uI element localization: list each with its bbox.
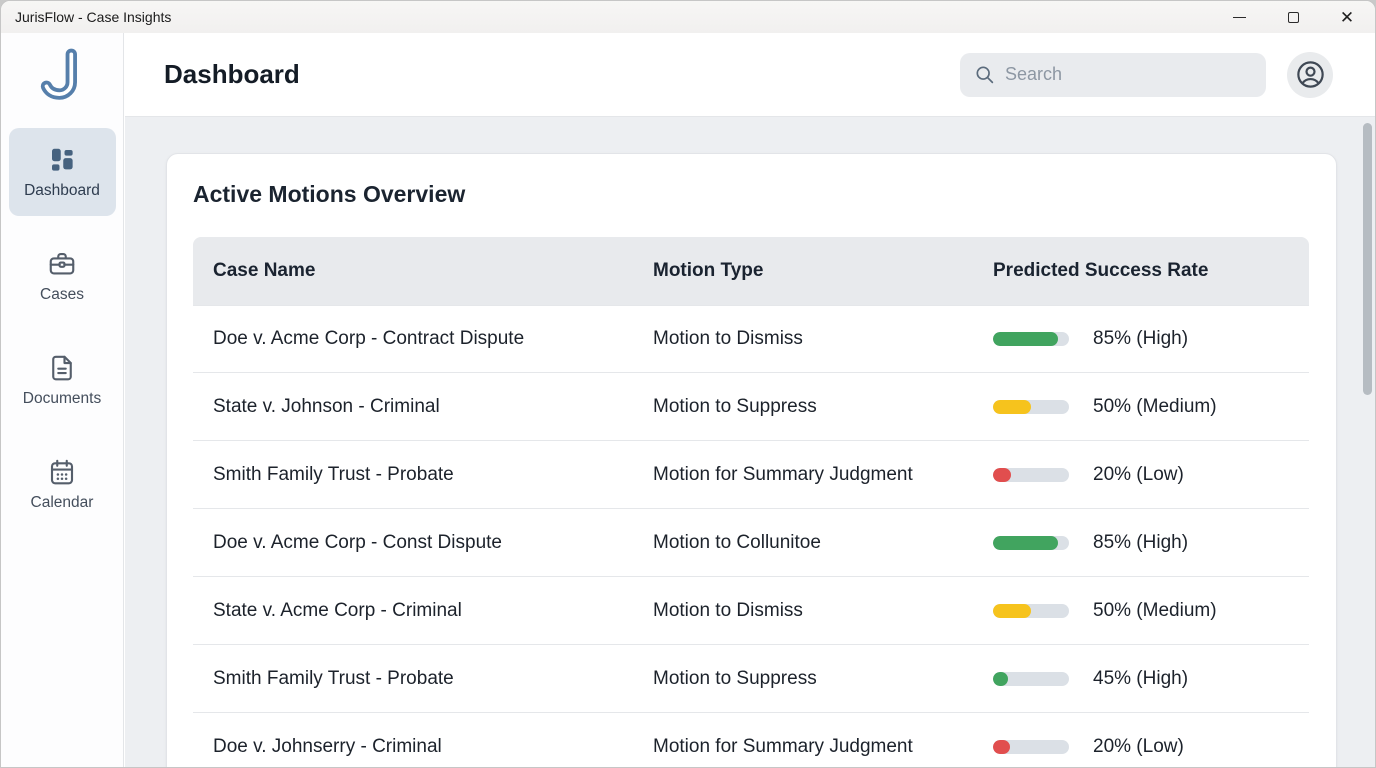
success-rate-label: 50% (Medium) bbox=[1093, 395, 1217, 417]
window-title: JurisFlow - Case Insights bbox=[15, 9, 172, 25]
header-actions bbox=[960, 51, 1333, 98]
column-header-motion-type: Motion Type bbox=[653, 260, 764, 281]
success-rate-cell: 50% (Medium) bbox=[973, 600, 1309, 622]
table-row[interactable]: Doe v. Acme Corp - Const Dispute Motion … bbox=[193, 509, 1309, 577]
success-rate-bar-fill bbox=[993, 467, 1012, 482]
profile-button[interactable] bbox=[1287, 51, 1333, 98]
sidebar-item-label: Calendar bbox=[30, 493, 94, 511]
table-row[interactable]: Smith Family Trust - Probate Motion to S… bbox=[193, 645, 1309, 713]
sidebar-nav: Dashboard Cases bbox=[1, 128, 123, 528]
success-rate-cell: 85% (High) bbox=[973, 532, 1309, 554]
success-rate-bar-fill bbox=[993, 603, 1031, 618]
vertical-scrollbar-thumb[interactable] bbox=[1363, 123, 1372, 395]
case-name-cell: Smith Family Trust - Probate bbox=[213, 463, 454, 485]
success-rate-bar-fill bbox=[993, 671, 1009, 686]
motion-type-cell: Motion to Collunitoe bbox=[653, 531, 821, 553]
success-rate-bar-fill bbox=[993, 332, 1058, 346]
column-header-success-rate: Predicted Success Rate bbox=[993, 260, 1209, 281]
table-body: Doe v. Acme Corp - Contract Dispute Moti… bbox=[193, 305, 1309, 767]
success-rate-label: 85% (High) bbox=[1093, 328, 1189, 349]
search-icon bbox=[976, 66, 994, 84]
success-rate-bar-track bbox=[993, 671, 1069, 686]
table-row[interactable]: State v. Johnson - Criminal Motion to Su… bbox=[193, 373, 1309, 441]
table-row[interactable]: Doe v. Acme Corp - Contract Dispute Moti… bbox=[193, 305, 1309, 373]
success-rate-bar-fill bbox=[993, 739, 1010, 754]
briefcase-icon bbox=[47, 249, 77, 279]
search-input[interactable] bbox=[1005, 64, 1252, 85]
table-header-row: Case Name Motion Type Predicted Success … bbox=[193, 237, 1309, 305]
column-header-case-name: Case Name bbox=[213, 260, 316, 281]
sidebar-item-label: Cases bbox=[40, 285, 84, 303]
card-title: Active Motions Overview bbox=[193, 181, 466, 207]
success-rate-cell: 45% (High) bbox=[973, 668, 1309, 690]
success-rate-cell: 20% (Low) bbox=[973, 736, 1309, 758]
success-rate-bar-fill bbox=[993, 535, 1058, 550]
success-rate-cell: 50% (Medium) bbox=[973, 396, 1309, 418]
maximize-icon bbox=[1287, 11, 1299, 23]
active-motions-card: Active Motions Overview Case Name Motion… bbox=[166, 153, 1337, 767]
success-rate-label: 20% (Low) bbox=[1093, 463, 1184, 485]
page-title: Dashboard bbox=[164, 59, 300, 89]
success-rate-label: 20% (Low) bbox=[1093, 735, 1184, 757]
success-rate-bar-track bbox=[993, 467, 1069, 482]
sidebar-item-label: Documents bbox=[22, 389, 102, 407]
document-icon bbox=[47, 353, 77, 383]
case-name-cell: State v. Acme Corp - Criminal bbox=[213, 599, 462, 621]
case-name-cell: Smith Family Trust - Probate bbox=[213, 667, 454, 689]
motion-type-cell: Motion for Summary Judgment bbox=[653, 735, 913, 757]
search-box[interactable] bbox=[960, 52, 1266, 97]
table-row[interactable]: Doe v. Johnserry - Criminal Motion for S… bbox=[193, 713, 1309, 767]
success-rate-label: 45% (High) bbox=[1093, 667, 1189, 689]
sidebar-item-label: Dashboard bbox=[24, 181, 100, 199]
motions-table: Case Name Motion Type Predicted Success … bbox=[193, 237, 1309, 767]
success-rate-cell: 20% (Low) bbox=[973, 464, 1309, 486]
minimize-button[interactable] bbox=[1231, 9, 1247, 25]
motion-type-cell: Motion to Suppress bbox=[653, 395, 817, 417]
logo-j-icon bbox=[40, 48, 77, 100]
sidebar-item-documents[interactable]: Documents bbox=[9, 336, 116, 424]
app-header: Dashboard bbox=[125, 33, 1375, 117]
success-rate-bar-track bbox=[993, 399, 1069, 414]
motion-type-cell: Motion to Suppress bbox=[653, 667, 817, 689]
motion-type-cell: Motion to Dismiss bbox=[653, 599, 803, 621]
sidebar-item-cases[interactable]: Cases bbox=[9, 232, 116, 320]
table-row[interactable]: State v. Acme Corp - Criminal Motion to … bbox=[193, 577, 1309, 645]
motion-type-cell: Motion to Dismiss bbox=[653, 328, 803, 349]
calendar-icon bbox=[47, 457, 77, 487]
sidebar-item-calendar[interactable]: Calendar bbox=[9, 440, 116, 528]
close-icon: ✕ bbox=[1339, 7, 1355, 27]
success-rate-bar-track bbox=[993, 535, 1069, 550]
title-bar: JurisFlow - Case Insights ✕ bbox=[1, 1, 1375, 33]
success-rate-cell: 85% (High) bbox=[973, 328, 1309, 350]
success-rate-bar-fill bbox=[993, 399, 1031, 414]
success-rate-label: 50% (Medium) bbox=[1093, 599, 1217, 621]
maximize-button[interactable] bbox=[1285, 9, 1301, 25]
success-rate-bar-track bbox=[993, 603, 1069, 618]
case-name-cell: State v. Johnson - Criminal bbox=[213, 395, 440, 417]
app-logo bbox=[33, 45, 91, 112]
sidebar-item-dashboard[interactable]: Dashboard bbox=[8, 128, 116, 216]
table-row[interactable]: Smith Family Trust - Probate Motion for … bbox=[193, 441, 1309, 509]
motion-type-cell: Motion for Summary Judgment bbox=[653, 463, 913, 485]
window-controls: ✕ bbox=[1231, 7, 1355, 27]
case-name-cell: Doe v. Johnserry - Criminal bbox=[213, 735, 442, 757]
minimize-icon bbox=[1232, 16, 1246, 18]
user-circle-icon bbox=[1296, 61, 1324, 88]
close-button[interactable]: ✕ bbox=[1339, 7, 1355, 27]
case-name-cell: Doe v. Acme Corp - Const Dispute bbox=[213, 531, 502, 553]
success-rate-bar-track bbox=[993, 332, 1069, 346]
success-rate-label: 85% (High) bbox=[1093, 531, 1189, 553]
main-content: Active Motions Overview Case Name Motion… bbox=[125, 117, 1375, 767]
success-rate-bar-track bbox=[993, 739, 1069, 754]
sidebar: Dashboard Cases bbox=[1, 33, 124, 767]
dashboard-grid-icon bbox=[47, 145, 77, 175]
case-name-cell: Doe v. Acme Corp - Contract Dispute bbox=[213, 328, 525, 349]
